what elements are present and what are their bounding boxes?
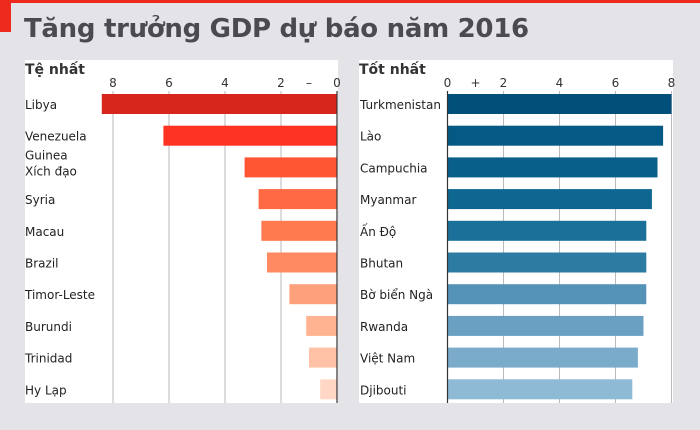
bar-6 [447, 284, 647, 305]
best-panel: Tốt nhất 0 +2 4 6 8 Turkmenistan Lào Campuchia M… [359, 60, 676, 403]
bar-0 [101, 94, 337, 114]
tick-label: 2 [500, 76, 508, 90]
tick-label: – [306, 76, 312, 90]
best-chart: 0 +2 4 6 8 Turkmenistan Lào Campuchia Myanmar Ấn … [359, 76, 676, 403]
category-label: Bhutan [360, 257, 403, 271]
tick-label: 4 [221, 76, 229, 90]
category-label: Ấn Độ [360, 223, 396, 239]
bar-1 [163, 125, 337, 146]
tick-label: 6 [165, 76, 173, 90]
category-label-line: Guinea [25, 148, 68, 162]
chart-title: Tăng trưởng GDP dự báo năm 2016 [24, 14, 529, 44]
tick-label: 6 [612, 76, 620, 90]
category-label: Bờ biển Ngà [360, 288, 433, 302]
category-label: Myanmar [360, 193, 416, 207]
category-label: Lào [360, 130, 381, 144]
bar-8 [309, 347, 337, 368]
category-label: Macau [25, 225, 64, 239]
bar-5 [447, 252, 647, 273]
worst-chart: 8 6 4 2 – 0 Libya Venezuela Guinea Xích đạo Syria M… [24, 76, 341, 403]
bar-8 [447, 347, 638, 368]
bar-4 [447, 220, 647, 241]
tick-label: 0 [333, 76, 341, 90]
bar-2 [244, 157, 337, 178]
category-label: Việt Nam [360, 352, 415, 366]
bar-9 [447, 379, 633, 400]
worst-panel: Tệ nhất 8 6 4 2 – 0 Libya Venezuela Guinea Xích đ… [24, 60, 341, 403]
tick-label: 4 [556, 76, 564, 90]
category-label: Trinidad [24, 352, 72, 366]
category-label: Syria [25, 193, 55, 207]
bar-7 [447, 315, 644, 336]
category-label: Turkmenistan [359, 98, 441, 112]
category-label: Rwanda [360, 320, 408, 334]
bar-9 [320, 379, 337, 400]
category-label: Brazil [25, 257, 59, 271]
bar-3 [258, 189, 337, 210]
category-label: Burundi [25, 320, 72, 334]
bar-4 [261, 220, 337, 241]
category-label: Venezuela [25, 130, 87, 144]
category-label: Libya [25, 98, 57, 112]
tick-label: 8 [109, 76, 117, 90]
category-label: Hy Lạp [25, 383, 67, 397]
bar-2 [447, 157, 658, 178]
tick-label: + [470, 76, 480, 90]
category-label: Guinea Xích đạo [25, 148, 77, 178]
category-label-line: Xích đạo [25, 164, 77, 178]
worst-panel-title: Tệ nhất [25, 62, 85, 78]
bar-3 [447, 189, 652, 210]
category-label: Djibouti [360, 383, 407, 397]
category-label: Timor-Leste [24, 288, 95, 302]
tick-label: 2 [277, 76, 285, 90]
accent-tab [0, 0, 11, 32]
tick-label: 8 [668, 76, 676, 90]
bar-5 [267, 252, 337, 273]
category-label: Campuchia [360, 161, 428, 175]
bar-7 [306, 315, 337, 336]
tick-label: 0 [444, 76, 452, 90]
bar-1 [447, 125, 664, 146]
bar-0 [447, 94, 672, 114]
bar-6 [289, 284, 337, 305]
top-accent-bar [0, 0, 700, 3]
best-panel-title: Tốt nhất [359, 62, 426, 78]
